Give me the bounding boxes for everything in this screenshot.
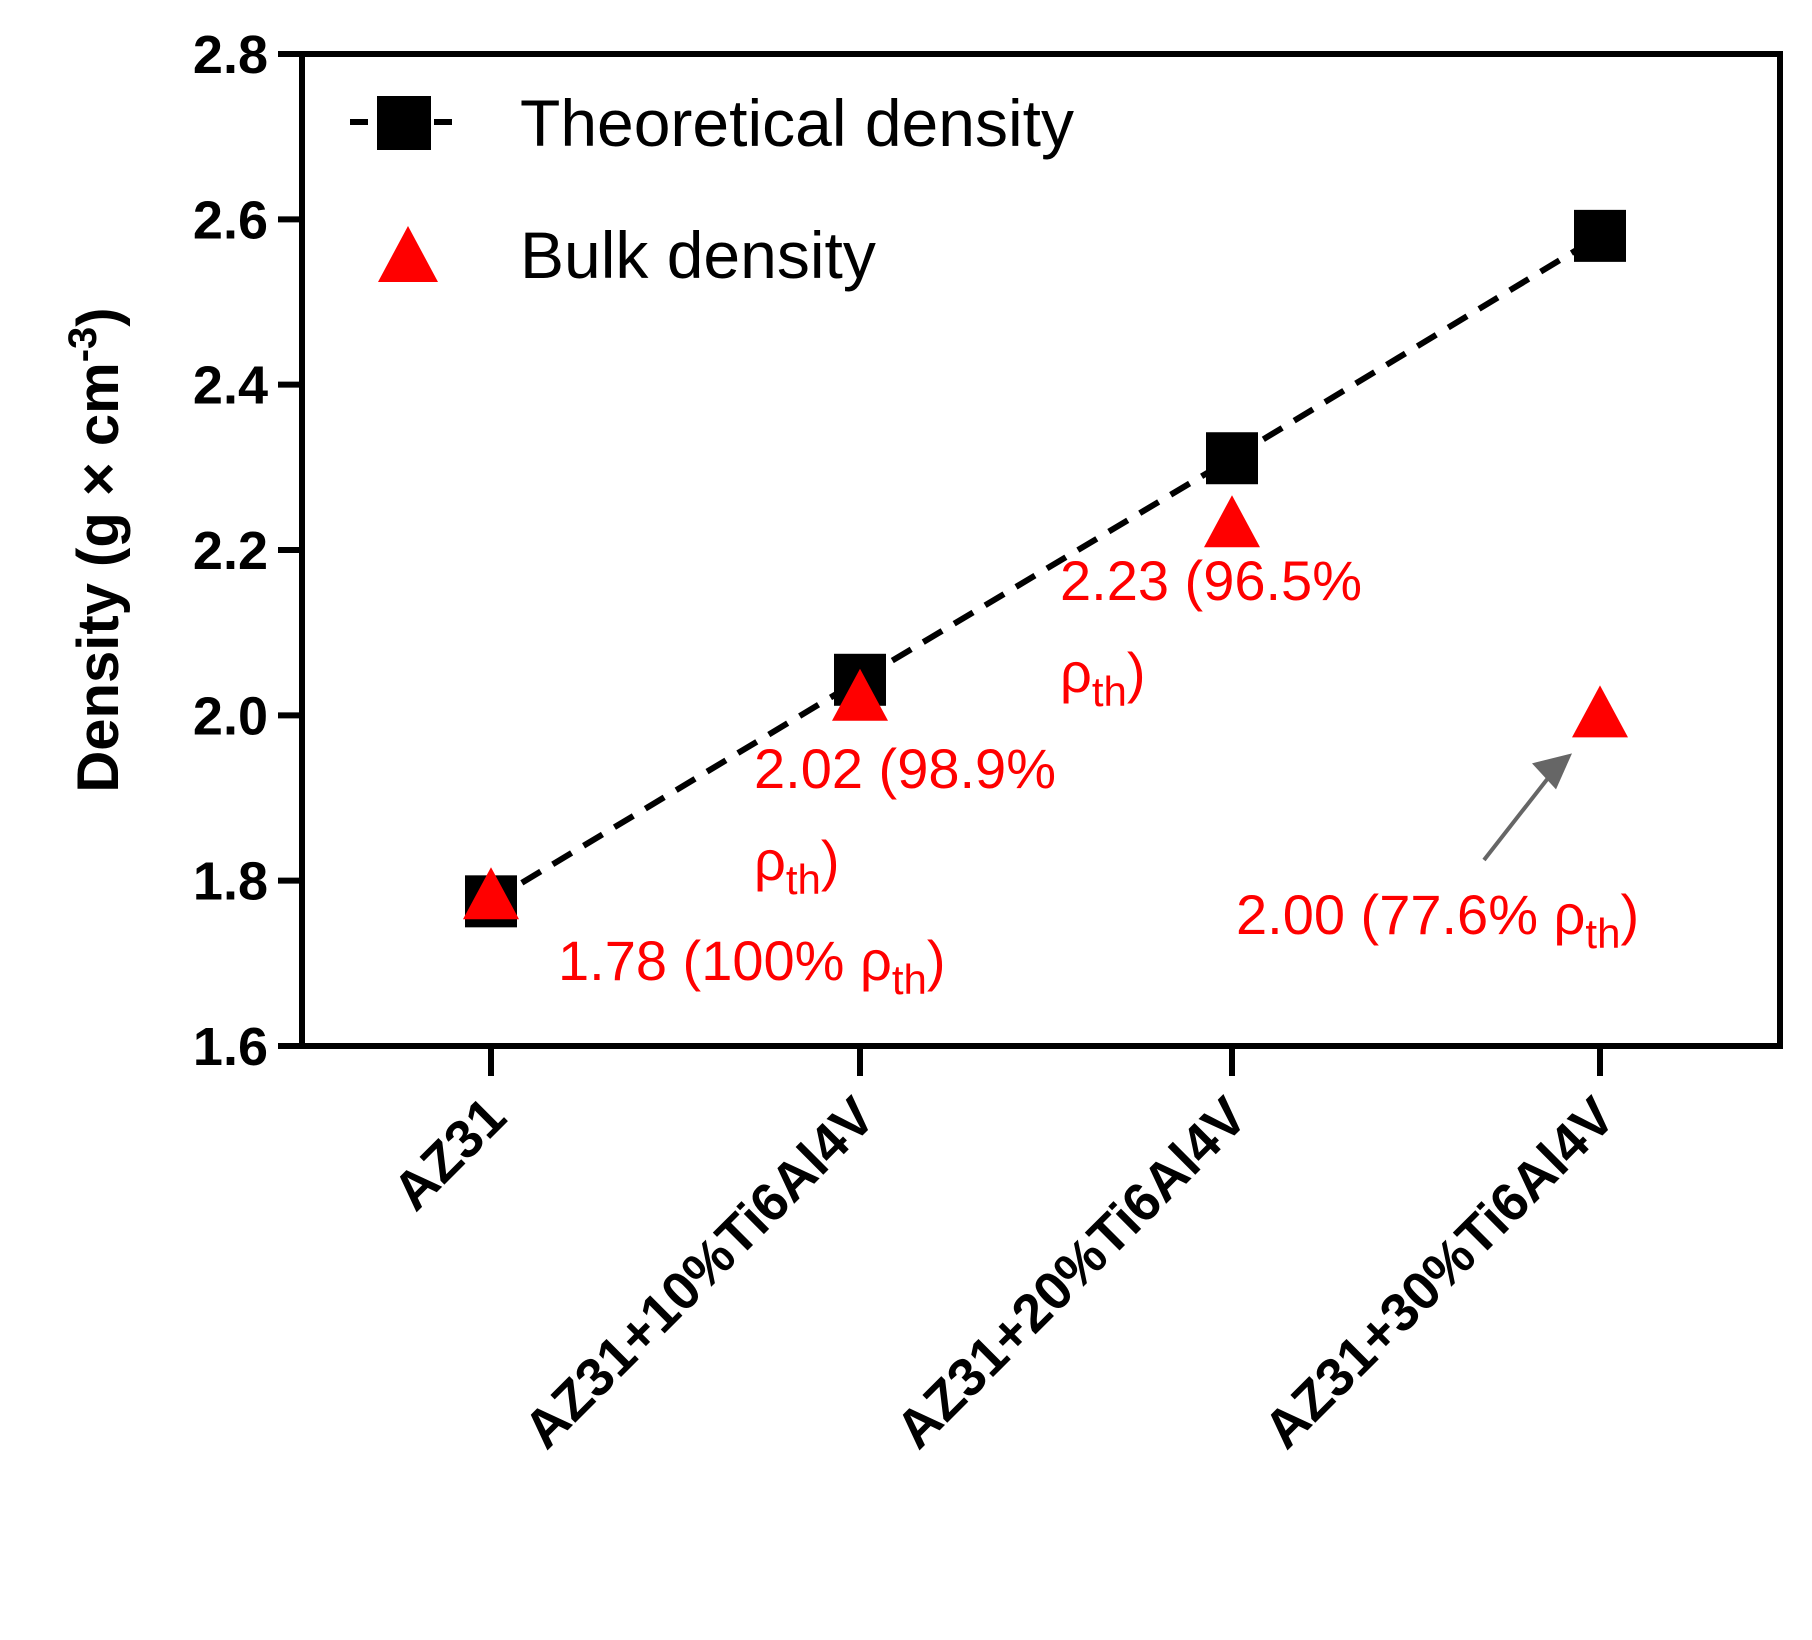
x-tick-label: AZ31+30%Ti6Al4V (1253, 1086, 1627, 1460)
annotation-text: 2.02 (98.9% (754, 737, 1056, 800)
bulk-density-point (463, 867, 519, 920)
bulk-density-point (1204, 495, 1260, 548)
y-tick-label: 2.4 (193, 356, 268, 416)
annotation-close: ) (927, 929, 946, 992)
annotation-subscript: th (892, 956, 927, 1003)
annotation-arrow-shaft (1482, 764, 1560, 862)
annotation-label: 2.23 (96.5% (1060, 549, 1362, 612)
annotation-subscript: th (1585, 910, 1620, 957)
y-tick-label: 1.6 (193, 1017, 268, 1077)
y-axis-label-superscript: -3 (61, 327, 105, 363)
legend: Theoretical density Bulk density (350, 86, 1074, 292)
theoretical-density-point (1206, 432, 1258, 485)
annotation-close: ) (1127, 641, 1146, 704)
legend-theoretical-label: Theoretical density (520, 86, 1074, 160)
y-tick-label: 1.8 (193, 852, 268, 912)
legend-bulk-marker (378, 226, 438, 282)
annotation-label: 2.00 (77.6% ρth) (1236, 883, 1639, 957)
annotation-text: ρ (754, 829, 786, 892)
annotation-label: 2.02 (98.9% (754, 737, 1056, 800)
annotation-subscript: th (1092, 668, 1127, 715)
annotation-text: 2.00 (77.6% ρ (1236, 883, 1585, 946)
y-axis-label: Density (g × cm-3) (61, 307, 131, 792)
series-layer (463, 209, 1628, 928)
annotation-subscript: th (786, 856, 821, 903)
annotation-close: ) (821, 829, 840, 892)
annotation-text: 2.23 (96.5% (1060, 549, 1362, 612)
y-tick-label: 2.6 (193, 190, 268, 250)
y-tick-label: 2.2 (193, 521, 268, 581)
y-axis-label-close: ) (66, 307, 131, 326)
annotation-close: ) (1620, 883, 1639, 946)
y-tick-label: 2.8 (193, 25, 268, 85)
x-tick-label: AZ31 (382, 1086, 518, 1222)
annotation-text: 1.78 (100% ρ (558, 929, 892, 992)
x-axis: AZ31AZ31+10%Ti6Al4VAZ31+20%Ti6Al4VAZ31+3… (382, 1046, 1627, 1460)
annotation-arrow-head (1532, 753, 1572, 790)
y-axis: 1.6 1.8 2.0 2.2 2.4 2.6 2.8 (193, 25, 302, 1077)
y-axis-label-text: Density (g × cm (66, 362, 131, 792)
bulk-density-point (832, 668, 888, 721)
y-tick-label: 2.0 (193, 686, 268, 746)
legend-bulk-label: Bulk density (520, 218, 876, 292)
annotation-label: ρth) (1060, 641, 1146, 715)
theoretical-density-point (1574, 209, 1626, 262)
x-tick-label: AZ31+10%Ti6Al4V (513, 1086, 887, 1460)
legend-theoretical-marker (377, 96, 431, 150)
bulk-density-point (1572, 685, 1628, 738)
annotation-label: ρth) (754, 829, 840, 903)
annotation-text: ρ (1060, 641, 1092, 704)
theoretical-density-line (489, 233, 1602, 904)
annotation-label: 1.78 (100% ρth) (558, 929, 946, 1003)
x-tick-label: AZ31+20%Ti6Al4V (885, 1086, 1259, 1460)
annotation-layer: 1.78 (100% ρth)2.02 (98.9%ρth)2.23 (96.5… (558, 549, 1639, 1003)
